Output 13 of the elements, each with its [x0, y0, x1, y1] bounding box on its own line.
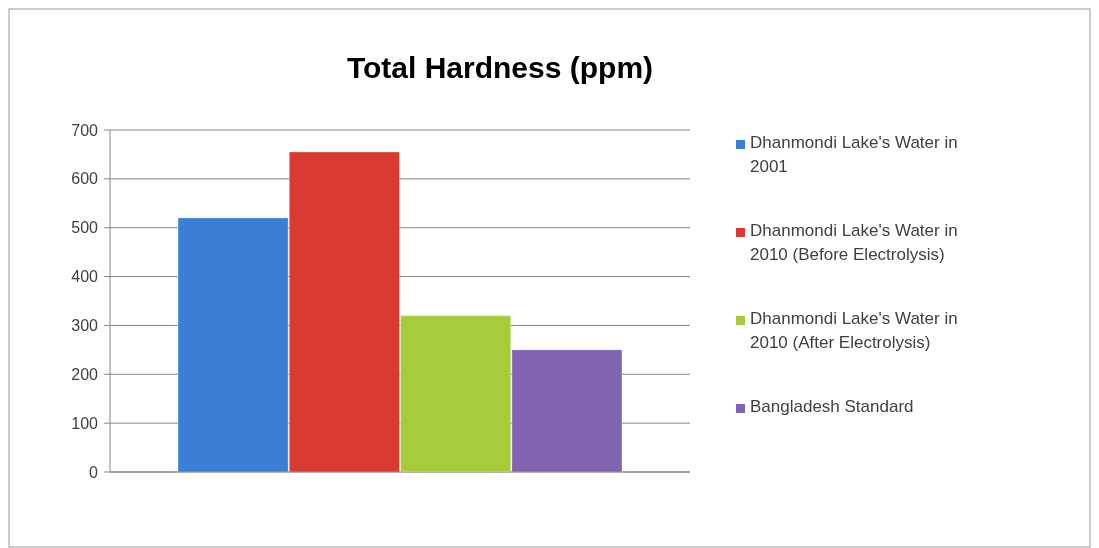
y-tick-label: 100 [71, 414, 99, 432]
legend-label: Dhanmondi Lake's Water in 2010 (After Electrolysis) [750, 309, 958, 352]
y-tick-label: 200 [71, 365, 99, 383]
y-tick-label: 400 [71, 268, 99, 286]
y-tick-label: 600 [71, 170, 99, 188]
legend-label: Dhanmondi Lake's Water in 2010 (Before Electrolysis) [750, 221, 958, 264]
chart-title: Total Hardness (ppm) [346, 51, 654, 84]
y-tick-label: 300 [71, 317, 99, 335]
y-tick-label: 700 [71, 121, 99, 139]
y-tick-label: 0 [89, 463, 99, 481]
legend-label: Dhanmondi Lake's Water in 2001 [750, 133, 958, 176]
y-tick-label: 500 [71, 219, 99, 237]
legend-label: Bangladesh Standard [750, 397, 914, 416]
